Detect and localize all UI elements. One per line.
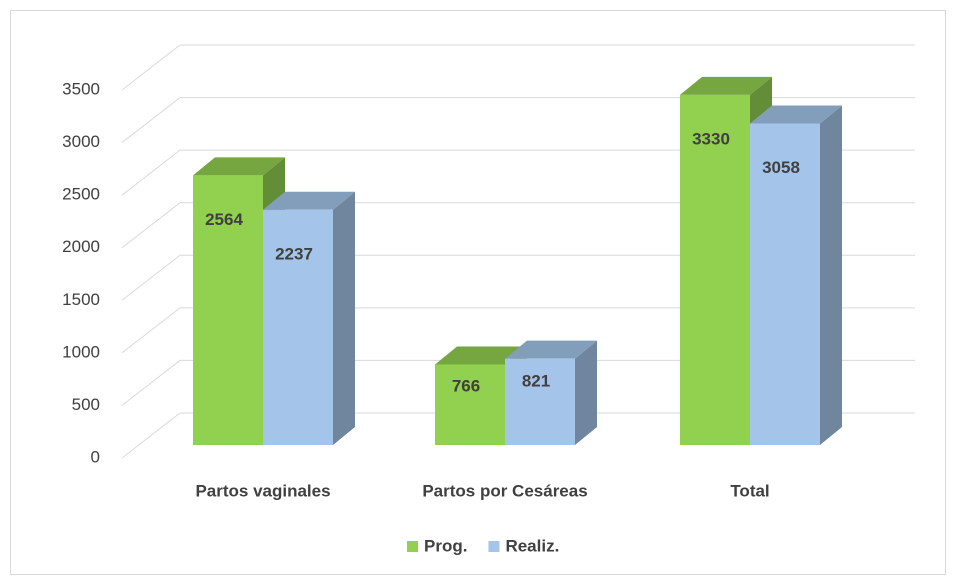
bar <box>680 94 750 446</box>
bar-top <box>750 105 842 124</box>
bar-top <box>505 340 597 359</box>
data-label: 821 <box>522 372 550 391</box>
y-tick-label: 1500 <box>62 290 100 309</box>
data-label: 3330 <box>692 129 730 148</box>
y-tick-label: 2500 <box>62 185 100 204</box>
grid-line <box>121 97 915 143</box>
bar-top <box>263 191 355 210</box>
y-tick-label: 3500 <box>62 79 100 98</box>
bar <box>193 175 263 446</box>
grid-line <box>121 44 915 91</box>
bar-side <box>575 340 597 445</box>
grid-line <box>121 202 915 249</box>
bar-side <box>820 105 842 445</box>
data-label: 3058 <box>762 158 800 177</box>
bar <box>435 364 505 445</box>
data-label: 2564 <box>205 210 243 229</box>
bar <box>263 209 333 445</box>
legend-swatch <box>407 541 418 552</box>
bar-top <box>193 157 285 176</box>
grid-line <box>121 307 915 354</box>
bar-side <box>333 191 355 445</box>
bar-top <box>435 346 527 365</box>
legend-label: Prog. <box>424 536 467 555</box>
grid-line <box>121 359 915 406</box>
data-label: 2237 <box>275 244 313 263</box>
y-tick-label: 2000 <box>62 237 100 256</box>
data-label: 766 <box>452 376 480 395</box>
legend-label: Realiz. <box>505 536 559 555</box>
grid-line <box>121 149 915 196</box>
bar <box>750 123 820 445</box>
y-tick-label: 1000 <box>62 342 100 361</box>
grid-line <box>121 254 915 301</box>
bar <box>505 358 575 445</box>
x-tick-label: Total <box>730 481 769 500</box>
bar-top <box>680 76 772 95</box>
y-tick-label: 3000 <box>62 132 100 151</box>
x-tick-label: Partos por Cesáreas <box>422 481 587 500</box>
y-tick-label: 0 <box>91 447 100 466</box>
grid-line <box>121 412 915 459</box>
legend-swatch <box>488 541 500 552</box>
y-tick-label: 500 <box>72 395 100 414</box>
x-tick-label: Partos vaginales <box>195 481 330 500</box>
